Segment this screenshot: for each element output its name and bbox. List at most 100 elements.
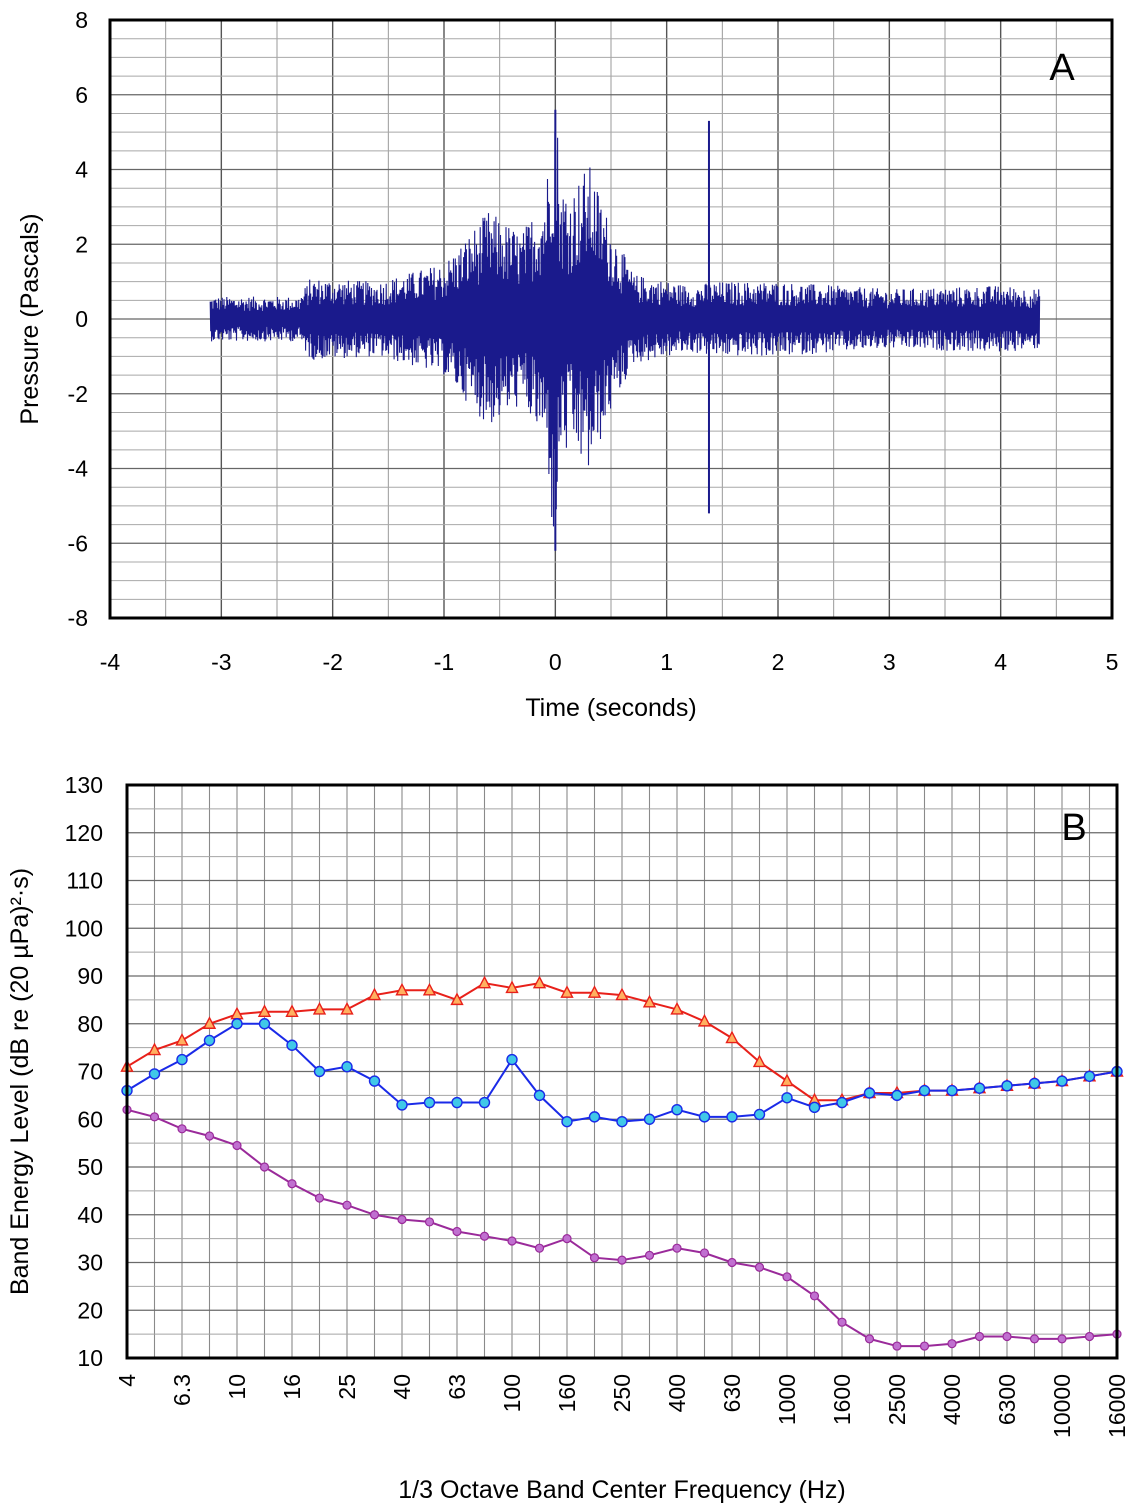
y-tick-label: 4 (75, 157, 88, 183)
series-marker (782, 1272, 792, 1282)
series-marker (643, 1113, 656, 1125)
series-marker (231, 1018, 243, 1030)
x-tick-labels-a: -4 -3 -2 -1 0 1 2 3 4 5 (100, 649, 1119, 675)
series-marker (177, 1124, 187, 1134)
x-tick-label: 10 (224, 1374, 250, 1400)
series-marker (257, 1004, 272, 1018)
y-tick-label: 110 (66, 868, 103, 894)
y-tick-label: 100 (65, 915, 103, 941)
series-marker (204, 1131, 215, 1141)
series-marker (864, 1334, 875, 1344)
series-marker (671, 1103, 683, 1116)
y-tick-label: 20 (77, 1297, 103, 1323)
series-marker (753, 1108, 766, 1121)
series-marker (368, 1075, 381, 1087)
x-tick-label: 63 (444, 1374, 470, 1400)
x-tick-label: 2500 (884, 1374, 910, 1425)
x-tick-label: 1 (660, 649, 673, 675)
series-marker (727, 1257, 737, 1268)
series-marker (919, 1341, 930, 1351)
series-marker (1057, 1334, 1067, 1344)
series-marker (422, 982, 437, 996)
series-marker (149, 1112, 160, 1122)
series-marker (587, 985, 602, 998)
series-marker (258, 1018, 271, 1030)
series-marker (203, 1034, 216, 1047)
y-tick-labels-a: -8 -6 -4 -2 0 2 4 6 8 (68, 7, 89, 631)
panel-label-a: A (1049, 47, 1075, 89)
series-marker (918, 1084, 931, 1097)
series-marker (892, 1341, 902, 1351)
series-marker (754, 1262, 765, 1272)
series-marker (946, 1084, 958, 1097)
y-tick-label: 80 (77, 1011, 103, 1037)
x-tick-label: 400 (664, 1374, 690, 1412)
x-tick-label: 4 (994, 649, 1007, 675)
x-tick-label: -2 (322, 649, 342, 675)
plot-frame-a (108, 18, 1114, 620)
series-marker (533, 1089, 546, 1102)
chart-pressure-waveform: -4 -3 -2 -1 0 1 2 3 4 5 -8 -6 -4 -2 0 2 4 6 8 Time (secon… (16, 7, 1118, 722)
x-axis-label-a: Time (seconds) (525, 694, 696, 722)
x-tick-label: 1000 (774, 1374, 800, 1425)
x-tick-label: 3 (883, 649, 896, 675)
series-marker (314, 1193, 325, 1203)
series-marker (505, 980, 519, 994)
series-marker (367, 987, 382, 1001)
x-tick-label: 6300 (994, 1374, 1020, 1425)
series-marker (342, 1200, 352, 1210)
y-tick-label: 70 (77, 1059, 103, 1085)
x-tick-label: -4 (100, 649, 121, 675)
waveform-trace (209, 131, 1041, 527)
series-marker (752, 1054, 767, 1068)
series-marker (478, 1096, 491, 1109)
y-tick-label: -4 (68, 456, 89, 482)
panel-label-b: B (1061, 807, 1086, 849)
x-tick-label: 10000 (1049, 1374, 1075, 1438)
series-marker (452, 1226, 462, 1237)
series-marker (396, 1099, 408, 1111)
series-marker (780, 1073, 794, 1087)
series-marker (424, 1217, 435, 1227)
series-marker (176, 1053, 188, 1066)
series-marker (397, 1214, 407, 1225)
series-marker (477, 975, 492, 989)
x-tick-label: 0 (549, 649, 562, 675)
y-tick-label: 90 (77, 963, 103, 989)
series-marker (532, 975, 547, 989)
series-marker (451, 1096, 463, 1109)
y-axis-label-a: Pressure (Pascals) (16, 213, 44, 424)
series-marker (507, 1236, 517, 1246)
series-marker (479, 1231, 490, 1241)
series-marker (588, 1111, 601, 1123)
series-marker (670, 1001, 684, 1015)
y-tick-label: 2 (75, 231, 88, 257)
x-tick-label: 40 (389, 1374, 415, 1400)
series-marker (534, 1243, 545, 1253)
x-tick-label: 630 (719, 1374, 745, 1412)
series-marker (286, 1039, 298, 1051)
series-marker (1002, 1331, 1012, 1342)
series-marker (1028, 1077, 1041, 1090)
y-tick-label: 120 (65, 820, 103, 846)
series-marker (615, 987, 629, 1001)
series-marker (726, 1111, 738, 1123)
series-marker (974, 1331, 985, 1342)
series-marker (561, 1115, 573, 1128)
series-marker (947, 1339, 957, 1349)
series-marker (202, 1016, 217, 1029)
plot-frame-b (125, 783, 1119, 1360)
x-axis-label-b: 1/3 Octave Band Center Frequency (Hz) (398, 1476, 845, 1504)
series-marker (863, 1087, 876, 1099)
series-marker (672, 1243, 682, 1253)
y-tick-label: 10 (77, 1345, 103, 1371)
x-tick-label: -1 (434, 649, 454, 675)
series-marker (616, 1115, 628, 1128)
series-marker (450, 992, 464, 1006)
y-tick-label: 0 (75, 306, 88, 332)
series-marker (1029, 1334, 1040, 1344)
series-marker (506, 1053, 518, 1066)
x-tick-label: 250 (609, 1374, 635, 1412)
chart-band-energy: 4 6.3 10 16 25 40 63 100 160 250 400 630 1000 1600 250… (6, 772, 1130, 1504)
x-tick-label: 16000 (1104, 1374, 1130, 1438)
